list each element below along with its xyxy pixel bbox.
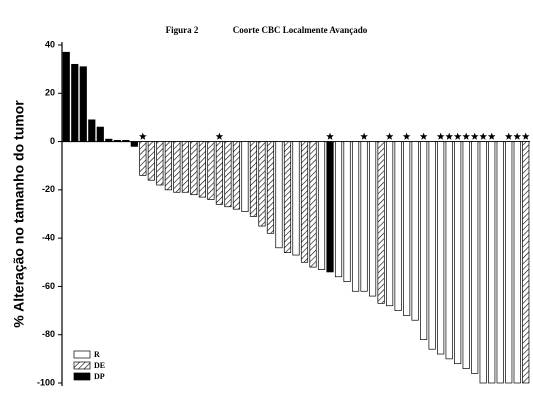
star-marker bbox=[326, 132, 334, 140]
star-marker bbox=[513, 132, 521, 140]
y-tick-label: 0 bbox=[50, 136, 55, 146]
bar bbox=[156, 141, 164, 186]
bar bbox=[258, 141, 266, 227]
star-marker bbox=[139, 132, 147, 140]
bar bbox=[62, 51, 70, 142]
bar bbox=[105, 138, 113, 142]
bar bbox=[377, 141, 385, 304]
y-tick-label: -20 bbox=[42, 184, 55, 194]
bar bbox=[351, 141, 360, 292]
star-marker bbox=[453, 132, 462, 140]
bar bbox=[232, 141, 241, 210]
star-marker bbox=[436, 132, 445, 140]
bar bbox=[207, 141, 215, 200]
bar bbox=[198, 141, 206, 198]
bar bbox=[471, 141, 479, 374]
bar bbox=[122, 140, 130, 142]
bar bbox=[139, 141, 147, 176]
bar bbox=[437, 141, 445, 355]
star-marker bbox=[215, 132, 224, 140]
star-marker bbox=[419, 132, 428, 140]
bar bbox=[522, 141, 530, 384]
bar bbox=[215, 141, 224, 205]
bar bbox=[334, 141, 343, 278]
bar bbox=[275, 141, 283, 249]
bar bbox=[462, 141, 470, 369]
bar bbox=[113, 140, 121, 142]
bar bbox=[164, 141, 172, 191]
chart-subtitle: Coorte CBC Localmente Avançado bbox=[233, 25, 368, 35]
bar bbox=[505, 141, 513, 384]
legend-swatch bbox=[73, 350, 91, 359]
bar bbox=[403, 141, 411, 316]
bar bbox=[326, 141, 334, 273]
legend-swatch bbox=[73, 361, 91, 370]
star-marker bbox=[521, 132, 530, 140]
bar bbox=[147, 141, 155, 181]
y-axis-label: % Alteração no tamanho do tumor bbox=[11, 100, 27, 328]
bar bbox=[283, 141, 292, 253]
bar bbox=[224, 141, 232, 208]
bar bbox=[190, 141, 198, 196]
bar bbox=[292, 141, 300, 256]
y-tick-label: -80 bbox=[42, 329, 55, 339]
legend-swatch bbox=[73, 372, 91, 381]
bar bbox=[79, 66, 87, 142]
bar bbox=[71, 63, 79, 142]
star-marker bbox=[445, 132, 453, 140]
star-marker bbox=[402, 132, 411, 140]
star-marker bbox=[385, 132, 394, 140]
bar bbox=[454, 141, 462, 365]
bar bbox=[479, 141, 487, 384]
y-tick-label: 40 bbox=[45, 39, 55, 49]
bar bbox=[394, 141, 402, 311]
legend-label: R bbox=[94, 350, 100, 359]
bar bbox=[300, 141, 309, 263]
bar bbox=[96, 126, 104, 142]
star-marker bbox=[504, 132, 513, 140]
bar bbox=[173, 141, 181, 193]
bar bbox=[88, 119, 96, 142]
bar bbox=[496, 141, 504, 384]
bar bbox=[317, 141, 326, 270]
bar bbox=[343, 141, 351, 282]
star-marker bbox=[487, 132, 496, 140]
bar bbox=[309, 141, 317, 268]
chart-title: Figura 2 bbox=[166, 25, 199, 35]
star-marker bbox=[470, 132, 479, 140]
bar bbox=[360, 141, 368, 292]
y-tick-label: -40 bbox=[42, 233, 55, 243]
legend-label: DP bbox=[94, 372, 105, 381]
bar bbox=[368, 141, 377, 297]
legend-label: DE bbox=[94, 361, 105, 370]
bar bbox=[181, 141, 189, 193]
bar bbox=[411, 141, 419, 321]
bar bbox=[420, 141, 428, 340]
bar bbox=[241, 141, 249, 212]
bar bbox=[266, 141, 275, 234]
y-tick-label: 20 bbox=[45, 88, 55, 98]
y-tick-label: -60 bbox=[42, 281, 55, 291]
bar bbox=[130, 141, 138, 147]
star-marker bbox=[479, 132, 487, 140]
y-tick-label: -100 bbox=[37, 377, 55, 387]
star-marker bbox=[360, 132, 368, 140]
bar bbox=[513, 141, 521, 384]
bar bbox=[386, 141, 394, 307]
bar bbox=[445, 141, 453, 360]
star-marker bbox=[462, 132, 470, 140]
bar bbox=[428, 141, 436, 350]
bar bbox=[249, 141, 258, 217]
bar bbox=[488, 141, 496, 384]
